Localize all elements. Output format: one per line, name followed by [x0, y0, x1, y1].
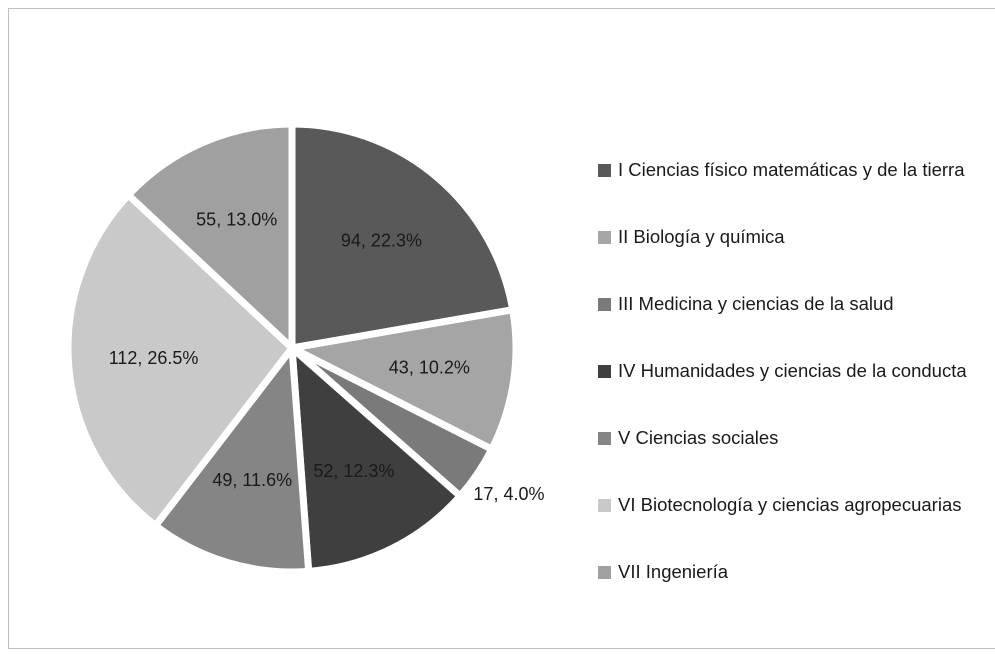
legend-label: IV Humanidades y ciencias de la conducta — [618, 360, 967, 381]
pie-slice — [123, 120, 296, 357]
data-label: 49, 11.6% — [212, 470, 292, 490]
legend-label: III Medicina y ciencias de la salud — [618, 293, 894, 314]
data-label: 43, 10.2% — [389, 357, 470, 377]
data-label: 52, 12.3% — [313, 461, 394, 481]
data-label: 55, 13.0% — [196, 209, 277, 229]
legend-entry: II Biología y química — [598, 222, 983, 252]
legend-entry: VII Ingeniería — [598, 557, 983, 587]
pie-slice — [281, 305, 520, 454]
data-label: 17, 4.0% — [473, 484, 544, 504]
legend-label: II Biología y química — [618, 226, 785, 247]
pie-slice — [64, 190, 297, 531]
legend-swatch — [598, 432, 611, 445]
legend-swatch — [598, 298, 611, 311]
chart-frame — [8, 8, 995, 649]
data-label: 94, 22.3% — [341, 231, 422, 251]
pie-slice — [288, 120, 517, 353]
legend-entry: V Ciencias sociales — [598, 423, 983, 453]
legend-label: VII Ingeniería — [618, 561, 729, 582]
legend-entry: VI Biotecnología y ciencias agropecuaria… — [598, 490, 983, 520]
legend-label: V Ciencias sociales — [618, 427, 779, 448]
legend-swatch — [598, 231, 611, 244]
pie-slice — [150, 338, 313, 576]
legend-swatch — [598, 566, 611, 579]
legend-entry: I Ciencias físico matemáticas y de la ti… — [598, 155, 983, 185]
legend-swatch — [598, 499, 611, 512]
legend-entry: IV Humanidades y ciencias de la conducta — [598, 356, 983, 386]
legend-swatch — [598, 164, 611, 177]
legend-entry: III Medicina y ciencias de la salud — [598, 289, 983, 319]
pie-slice — [287, 339, 466, 576]
data-label: 112, 26.5% — [109, 348, 199, 368]
legend-label: I Ciencias físico matemáticas y de la ti… — [618, 159, 965, 180]
legend-swatch — [598, 365, 611, 378]
legend-label: VI Biotecnología y ciencias agropecuaria… — [618, 494, 962, 515]
